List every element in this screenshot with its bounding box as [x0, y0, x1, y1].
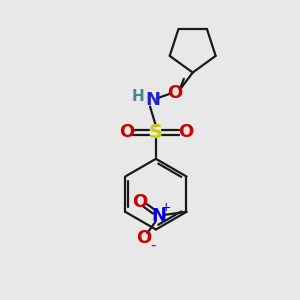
Text: -: - [150, 238, 155, 253]
Text: O: O [178, 123, 193, 141]
Text: N: N [151, 207, 166, 225]
Text: N: N [146, 91, 160, 109]
Text: S: S [149, 123, 163, 142]
Text: O: O [167, 84, 183, 102]
Text: O: O [132, 193, 147, 211]
Text: H: H [132, 89, 145, 104]
Text: O: O [136, 229, 152, 247]
Text: O: O [119, 123, 134, 141]
Text: +: + [160, 201, 171, 214]
